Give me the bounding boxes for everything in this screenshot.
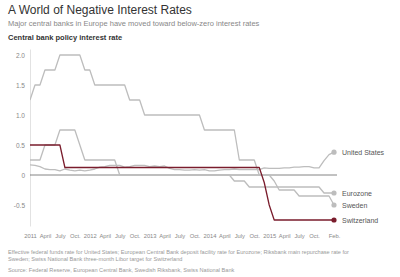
end-point: [331, 190, 336, 195]
x-tick: 2013: [144, 228, 157, 239]
series-line: [30, 130, 334, 193]
series-label: Eurozone: [342, 190, 372, 197]
y-tick-label: 1.5: [16, 82, 25, 89]
x-tick-label: July: [235, 233, 245, 239]
footnotes: Effective federal funds rate for United …: [8, 249, 349, 273]
x-tick: 2015: [263, 228, 276, 239]
x-tick: July: [55, 228, 65, 239]
x-tick: Oct.: [70, 228, 81, 239]
end-point: [331, 217, 336, 222]
y-tick: -0.5: [14, 202, 30, 209]
y-tick: 0: [21, 172, 30, 179]
x-tick-label: Oct.: [130, 233, 141, 239]
x-tick-label: July: [294, 233, 304, 239]
x-tick-label: Oct.: [190, 233, 201, 239]
y-tick-label: 2.0: [16, 52, 25, 59]
x-tick: April: [40, 228, 52, 239]
end-point: [331, 202, 336, 207]
x-tick-label: Oct.: [309, 233, 320, 239]
y-tick-label: 0: [21, 172, 25, 179]
x-tick-label: Oct.: [249, 233, 260, 239]
y-tick: 2.0: [16, 52, 30, 59]
x-tick-label: Oct.: [70, 233, 81, 239]
x-tick: April: [99, 228, 111, 239]
y-tick-label: 1.0: [16, 112, 25, 119]
y-tick-label: -0.5: [14, 202, 26, 209]
y-axis-line: [30, 50, 31, 227]
y-tick: 0.5: [16, 142, 30, 149]
x-tick: July: [175, 228, 185, 239]
x-tick-label: April: [279, 233, 291, 239]
x-tick: April: [219, 228, 231, 239]
series-label: United States: [342, 149, 385, 156]
x-tick: Oct.: [190, 228, 201, 239]
x-tick: July: [115, 228, 125, 239]
x-tick: 2014: [203, 228, 217, 239]
note: Effective federal funds rate for United …: [8, 249, 349, 255]
x-tick: April: [279, 228, 291, 239]
x-tick-label: Feb.: [329, 233, 341, 239]
title: A World of Negative Interest Rates: [8, 3, 192, 17]
x-tick-label: April: [40, 233, 52, 239]
series-line: [30, 55, 334, 205]
source: Source: Federal Reserve, European Centra…: [8, 267, 235, 273]
x-tick-label: April: [159, 233, 171, 239]
x-tick-label: July: [175, 233, 185, 239]
x-tick: Feb.: [329, 228, 341, 239]
series-line: [30, 145, 334, 220]
plot-area: [30, 55, 337, 223]
x-tick: 2011: [24, 228, 36, 239]
x-tick-label: July: [55, 233, 65, 239]
x-tick: April: [159, 228, 171, 239]
x-tick-label: 2012: [84, 233, 97, 239]
x-tick: Oct.: [249, 228, 260, 239]
x-tick-label: July: [115, 233, 125, 239]
series-label: Switzerland: [342, 217, 378, 224]
y-axis: 2.0 1.5 1.0 0.5 0 -0.5: [14, 50, 31, 227]
x-tick-label: April: [99, 233, 111, 239]
x-tick: July: [235, 228, 245, 239]
x-tick: July: [294, 228, 304, 239]
end-point: [331, 150, 336, 155]
note: Sweden; Swiss National Bank three-month …: [8, 256, 182, 262]
x-tick: 2012: [84, 228, 97, 239]
x-tick: Oct.: [309, 228, 320, 239]
x-tick-label: 2015: [263, 233, 276, 239]
y-tick: 1.5: [16, 82, 30, 89]
y-axis-title: Central bank policy interest rate: [8, 33, 122, 42]
y-tick: 1.0: [16, 112, 30, 119]
series-label: Sweden: [342, 202, 367, 209]
x-tick-label: 2014: [203, 233, 217, 239]
x-axis: 2011AprilJulyOct.2012AprilJulyOct.2013Ap…: [24, 228, 340, 239]
y-tick-label: 0.5: [16, 142, 25, 149]
series-labels: United States Eurozone Sweden Switzerland: [342, 149, 385, 224]
subtitle: Major central banks in Europe have moved…: [8, 19, 260, 28]
x-tick-label: 2011: [24, 233, 36, 239]
x-tick-label: April: [219, 233, 231, 239]
x-tick-label: 2013: [144, 233, 157, 239]
chart: A World of Negative Interest Rates Major …: [0, 0, 400, 277]
x-tick: Oct.: [130, 228, 141, 239]
